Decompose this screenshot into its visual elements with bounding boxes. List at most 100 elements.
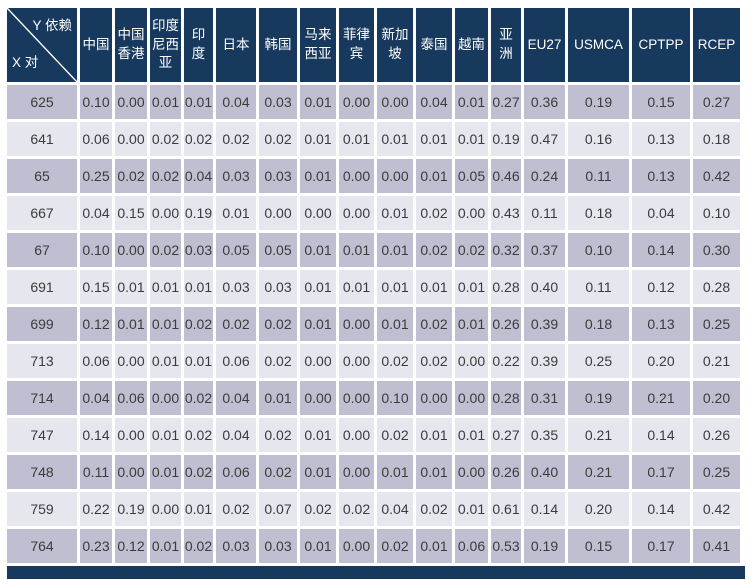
- value-cell: 0.00: [455, 455, 488, 489]
- value-cell: 0.00: [115, 418, 147, 452]
- value-cell: 0.23: [80, 529, 112, 563]
- value-cell: 0.01: [300, 233, 336, 267]
- value-cell: 0.07: [259, 492, 297, 526]
- corner-header-cell: Y 依赖 X 对: [7, 8, 77, 82]
- value-cell: 0.30: [693, 233, 740, 267]
- value-cell: 0.01: [416, 159, 452, 193]
- value-cell: 0.19: [524, 529, 565, 563]
- value-cell: 0.14: [632, 418, 690, 452]
- dependency-matrix-table: Y 依赖 X 对 中国 中国香港 印度尼西亚 印度 日本 韩国 马来西亚 菲律宾 新加坡 泰国 越南…: [4, 5, 743, 566]
- value-cell: 0.02: [416, 233, 452, 267]
- value-cell: 0.26: [491, 455, 521, 489]
- column-header-8: 新加坡: [377, 8, 413, 82]
- value-cell: 0.02: [184, 122, 213, 156]
- value-cell: 0.01: [339, 270, 374, 304]
- column-header-3: 印度: [184, 8, 213, 82]
- value-cell: 0.02: [216, 492, 256, 526]
- value-cell: 0.26: [491, 307, 521, 341]
- value-cell: 0.35: [524, 418, 565, 452]
- table-row: 714 0.04 0.06 0.00 0.02 0.04 0.01 0.00 0.00 0.10 0…: [7, 381, 740, 415]
- value-cell: 0.12: [632, 270, 690, 304]
- value-cell: 0.04: [416, 85, 452, 119]
- table-row: 764 0.23 0.12 0.01 0.02 0.03 0.03 0.01 0.00 0.02 0…: [7, 529, 740, 563]
- table-row: 667 0.04 0.15 0.00 0.19 0.01 0.00 0.00 0.00 0.01 0…: [7, 196, 740, 230]
- value-cell: 0.21: [632, 381, 690, 415]
- value-cell: 0.01: [300, 159, 336, 193]
- value-cell: 0.02: [416, 307, 452, 341]
- row-label: 714: [7, 381, 77, 415]
- value-cell: 0.02: [184, 381, 213, 415]
- row-label: 667: [7, 196, 77, 230]
- value-cell: 0.00: [150, 381, 181, 415]
- value-cell: 0.03: [259, 529, 297, 563]
- value-cell: 0.27: [693, 85, 740, 119]
- value-cell: 0.04: [216, 418, 256, 452]
- value-cell: 0.02: [216, 122, 256, 156]
- value-cell: 0.25: [568, 344, 629, 378]
- value-cell: 0.10: [377, 381, 413, 415]
- value-cell: 0.00: [377, 159, 413, 193]
- table-row: 67 0.10 0.00 0.02 0.03 0.05 0.05 0.01 0.01 0.01 0.…: [7, 233, 740, 267]
- value-cell: 0.47: [524, 122, 565, 156]
- value-cell: 0.01: [300, 270, 336, 304]
- value-cell: 0.27: [491, 85, 521, 119]
- value-cell: 0.01: [455, 270, 488, 304]
- header-row: Y 依赖 X 对 中国 中国香港 印度尼西亚 印度 日本 韩国 马来西亚 菲律宾 新加坡 泰国 越南…: [7, 8, 740, 82]
- value-cell: 0.00: [339, 344, 374, 378]
- value-cell: 0.46: [491, 159, 521, 193]
- value-cell: 0.02: [259, 455, 297, 489]
- column-header-9: 泰国: [416, 8, 452, 82]
- value-cell: 0.14: [632, 492, 690, 526]
- value-cell: 0.26: [693, 418, 740, 452]
- column-header-12: EU27: [524, 8, 565, 82]
- value-cell: 0.11: [524, 196, 565, 230]
- value-cell: 0.02: [184, 455, 213, 489]
- column-header-15: RCEP: [693, 8, 740, 82]
- value-cell: 0.00: [115, 344, 147, 378]
- value-cell: 0.04: [377, 492, 413, 526]
- value-cell: 0.01: [339, 122, 374, 156]
- value-cell: 0.10: [568, 233, 629, 267]
- value-cell: 0.00: [339, 307, 374, 341]
- value-cell: 0.01: [377, 455, 413, 489]
- value-cell: 0.02: [259, 122, 297, 156]
- value-cell: 0.19: [568, 381, 629, 415]
- value-cell: 0.14: [524, 492, 565, 526]
- value-cell: 0.28: [693, 270, 740, 304]
- table-body: 625 0.10 0.00 0.01 0.01 0.04 0.03 0.01 0.00 0.00 0…: [7, 85, 740, 563]
- value-cell: 0.11: [568, 270, 629, 304]
- value-cell: 0.00: [455, 196, 488, 230]
- value-cell: 0.02: [184, 529, 213, 563]
- value-cell: 0.15: [632, 85, 690, 119]
- value-cell: 0.36: [524, 85, 565, 119]
- table-row: 748 0.11 0.00 0.01 0.02 0.06 0.02 0.01 0.00 0.01 0…: [7, 455, 740, 489]
- value-cell: 0.02: [300, 492, 336, 526]
- value-cell: 0.12: [115, 529, 147, 563]
- value-cell: 0.19: [184, 196, 213, 230]
- value-cell: 0.17: [632, 455, 690, 489]
- column-header-14: CPTPP: [632, 8, 690, 82]
- value-cell: 0.01: [150, 418, 181, 452]
- value-cell: 0.00: [259, 196, 297, 230]
- value-cell: 0.25: [80, 159, 112, 193]
- value-cell: 0.01: [300, 529, 336, 563]
- value-cell: 0.18: [693, 122, 740, 156]
- value-cell: 0.03: [259, 270, 297, 304]
- corner-x-axis-label: X 对: [12, 55, 39, 71]
- value-cell: 0.19: [568, 85, 629, 119]
- value-cell: 0.02: [416, 344, 452, 378]
- table-bottom-border: [7, 566, 745, 579]
- value-cell: 0.25: [693, 455, 740, 489]
- value-cell: 0.01: [184, 344, 213, 378]
- column-header-13: USMCA: [568, 8, 629, 82]
- value-cell: 0.31: [524, 381, 565, 415]
- value-cell: 0.01: [150, 529, 181, 563]
- value-cell: 0.14: [632, 233, 690, 267]
- value-cell: 0.06: [80, 344, 112, 378]
- value-cell: 0.01: [416, 122, 452, 156]
- value-cell: 0.02: [377, 418, 413, 452]
- value-cell: 0.01: [115, 307, 147, 341]
- value-cell: 0.00: [339, 381, 374, 415]
- value-cell: 0.02: [150, 122, 181, 156]
- value-cell: 0.15: [115, 196, 147, 230]
